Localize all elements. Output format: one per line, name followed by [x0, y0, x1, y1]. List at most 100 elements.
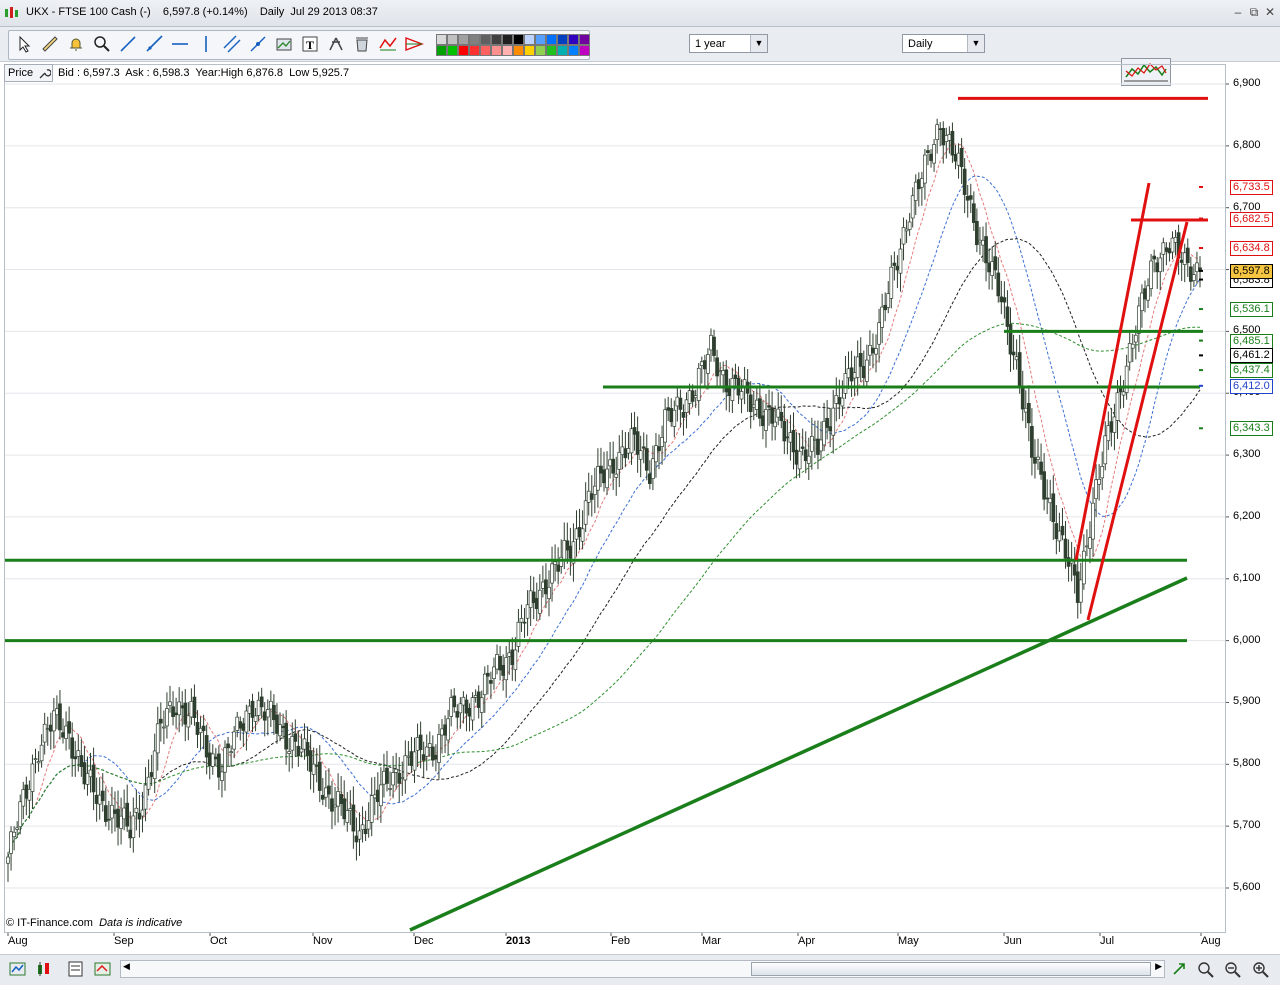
candle-body — [596, 466, 600, 491]
scroll-right-icon[interactable]: ▶ — [1155, 961, 1162, 971]
horizontal-scroll-thumb[interactable] — [751, 962, 1151, 976]
candle-style-icon[interactable] — [35, 960, 55, 978]
pointer-icon[interactable] — [14, 34, 34, 54]
color-swatch[interactable] — [491, 45, 502, 56]
candle-body — [232, 731, 237, 750]
price-button[interactable]: Price — [4, 64, 53, 82]
ruler-icon[interactable] — [40, 34, 60, 54]
candle-body — [877, 322, 881, 345]
chart-layout-icon[interactable] — [8, 960, 28, 978]
price-level-tag: 6,682.5 — [1230, 211, 1273, 227]
color-swatch[interactable] — [469, 34, 480, 45]
y-axis-label: 6,500 — [1233, 324, 1261, 337]
zoom-fit-icon[interactable] — [1170, 960, 1190, 978]
candle-body — [1130, 343, 1135, 349]
candle-body — [116, 808, 120, 828]
delete-icon[interactable] — [352, 34, 372, 54]
zoom-out-icon[interactable] — [1223, 960, 1243, 978]
color-swatch[interactable] — [447, 34, 458, 45]
color-swatch[interactable] — [568, 45, 579, 56]
candle-body — [592, 485, 597, 495]
candle-body — [660, 437, 664, 447]
pitchfork-icon[interactable] — [326, 34, 346, 54]
color-swatch[interactable] — [579, 45, 590, 56]
candle-body — [400, 777, 405, 779]
color-swatch[interactable] — [469, 45, 480, 56]
gann-icon[interactable] — [274, 34, 294, 54]
color-swatch[interactable] — [447, 45, 458, 56]
candle-body — [152, 750, 157, 780]
fibonacci-icon[interactable] — [248, 34, 268, 54]
triangle-icon[interactable] — [404, 34, 424, 54]
scroll-left-icon[interactable]: ◀ — [123, 961, 130, 971]
color-swatch[interactable] — [557, 45, 568, 56]
color-swatch[interactable] — [491, 34, 502, 45]
trendline-icon[interactable] — [118, 34, 138, 54]
color-swatch[interactable] — [502, 34, 513, 45]
color-swatch[interactable] — [535, 34, 546, 45]
vertical-line-icon[interactable] — [196, 34, 216, 54]
minimize-icon[interactable]: – — [1234, 5, 1242, 19]
zoom-in-icon[interactable] — [1251, 960, 1271, 978]
color-swatch[interactable] — [568, 34, 579, 45]
candle-body — [302, 738, 307, 750]
candle-body — [15, 827, 20, 830]
candle-body — [534, 597, 539, 610]
color-swatch[interactable] — [524, 45, 535, 56]
candle-body — [110, 804, 114, 819]
zoom-icon[interactable] — [92, 34, 112, 54]
alarm-bell-icon[interactable] — [66, 34, 86, 54]
color-swatch[interactable] — [546, 45, 557, 56]
candle-body — [647, 473, 652, 484]
x-axis-label: Dec — [414, 935, 434, 947]
candle-body — [1085, 545, 1089, 548]
color-swatch[interactable] — [458, 45, 469, 56]
candle-body — [709, 334, 713, 351]
interval-select[interactable]: Daily ▼ — [902, 34, 985, 53]
color-swatch[interactable] — [546, 34, 557, 45]
chart-style-button[interactable] — [1121, 58, 1171, 86]
color-swatch[interactable] — [436, 34, 447, 45]
color-swatch[interactable] — [513, 45, 524, 56]
ray-icon[interactable] — [144, 34, 164, 54]
color-swatch[interactable] — [557, 34, 568, 45]
color-swatch[interactable] — [480, 34, 491, 45]
color-swatch[interactable] — [524, 34, 535, 45]
candle-body — [272, 705, 276, 721]
horizontal-line-icon[interactable] — [170, 34, 190, 54]
ma-50-line — [7, 238, 1201, 858]
horizontal-scroll-track[interactable]: ◀ ▶ — [120, 960, 1165, 978]
period-select[interactable]: 1 year ▼ — [689, 34, 768, 53]
candle-body — [547, 586, 551, 600]
calculator-icon[interactable] — [66, 960, 86, 978]
candle-body — [210, 753, 215, 767]
parallel-channel-icon[interactable] — [222, 34, 242, 54]
candle-body — [651, 458, 655, 480]
candle-body — [635, 431, 640, 455]
color-swatch[interactable] — [458, 34, 469, 45]
y-axis-label: 6,700 — [1233, 200, 1261, 213]
color-swatch[interactable] — [513, 34, 524, 45]
candle-body — [1167, 248, 1172, 254]
wrench-icon — [39, 69, 51, 79]
indicator-icon[interactable] — [93, 960, 113, 978]
color-swatch[interactable] — [579, 34, 590, 45]
color-swatch[interactable] — [502, 45, 513, 56]
candle-body — [513, 649, 518, 671]
color-swatch[interactable] — [436, 45, 447, 56]
color-swatch[interactable] — [535, 45, 546, 56]
candle-body — [464, 699, 469, 714]
color-swatch[interactable] — [480, 45, 491, 56]
zoom-range-icon[interactable] — [1196, 960, 1216, 978]
price-chart[interactable] — [0, 0, 1280, 954]
candle-body — [1112, 416, 1117, 433]
candle-body — [265, 709, 270, 718]
close-icon[interactable]: ✕ — [1264, 5, 1276, 19]
candle-body — [76, 750, 81, 757]
candle-body — [730, 377, 735, 401]
restore-icon[interactable]: ⧉ — [1249, 5, 1259, 19]
candle-body — [846, 368, 851, 379]
text-icon[interactable]: T — [300, 34, 320, 54]
andrews-icon[interactable] — [378, 34, 398, 54]
candle-body — [739, 391, 744, 400]
